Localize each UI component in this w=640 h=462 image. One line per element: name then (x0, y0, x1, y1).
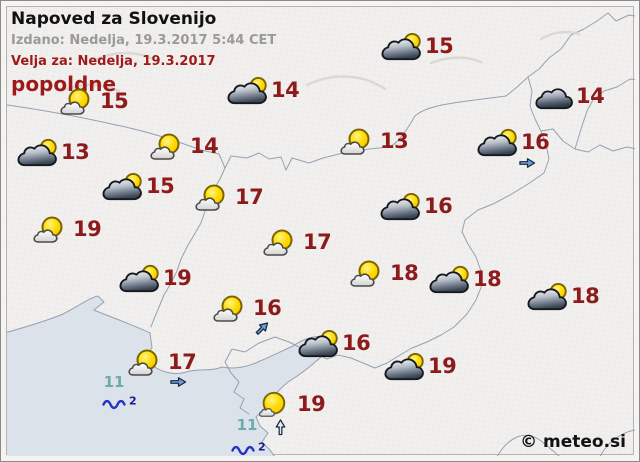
border-italy (150, 167, 226, 328)
forecast-header: Napoved za Slovenijo Izdano: Nedelja, 19… (11, 9, 276, 97)
coast-croatia-bottom (599, 429, 635, 456)
border-hungary-north (574, 78, 635, 150)
sea-area (7, 295, 333, 456)
border-hungary-branch (527, 76, 550, 174)
forecast-period: popoldne (11, 71, 117, 96)
copyright-label: © meteo.si (520, 432, 626, 452)
valid-for-date: Velja za: Nedelja, 19.3.2017 (11, 53, 216, 69)
border-ne-jag (505, 12, 635, 97)
issued-timestamp: Izdano: Nedelja, 19.3.2017 5:44 CET (11, 33, 277, 49)
border-hungary-east (540, 128, 635, 153)
border-croatia (224, 172, 545, 415)
coast-istria-south (497, 434, 560, 456)
border-austria (7, 95, 507, 171)
page-title: Napoved za Slovenijo (11, 9, 217, 29)
